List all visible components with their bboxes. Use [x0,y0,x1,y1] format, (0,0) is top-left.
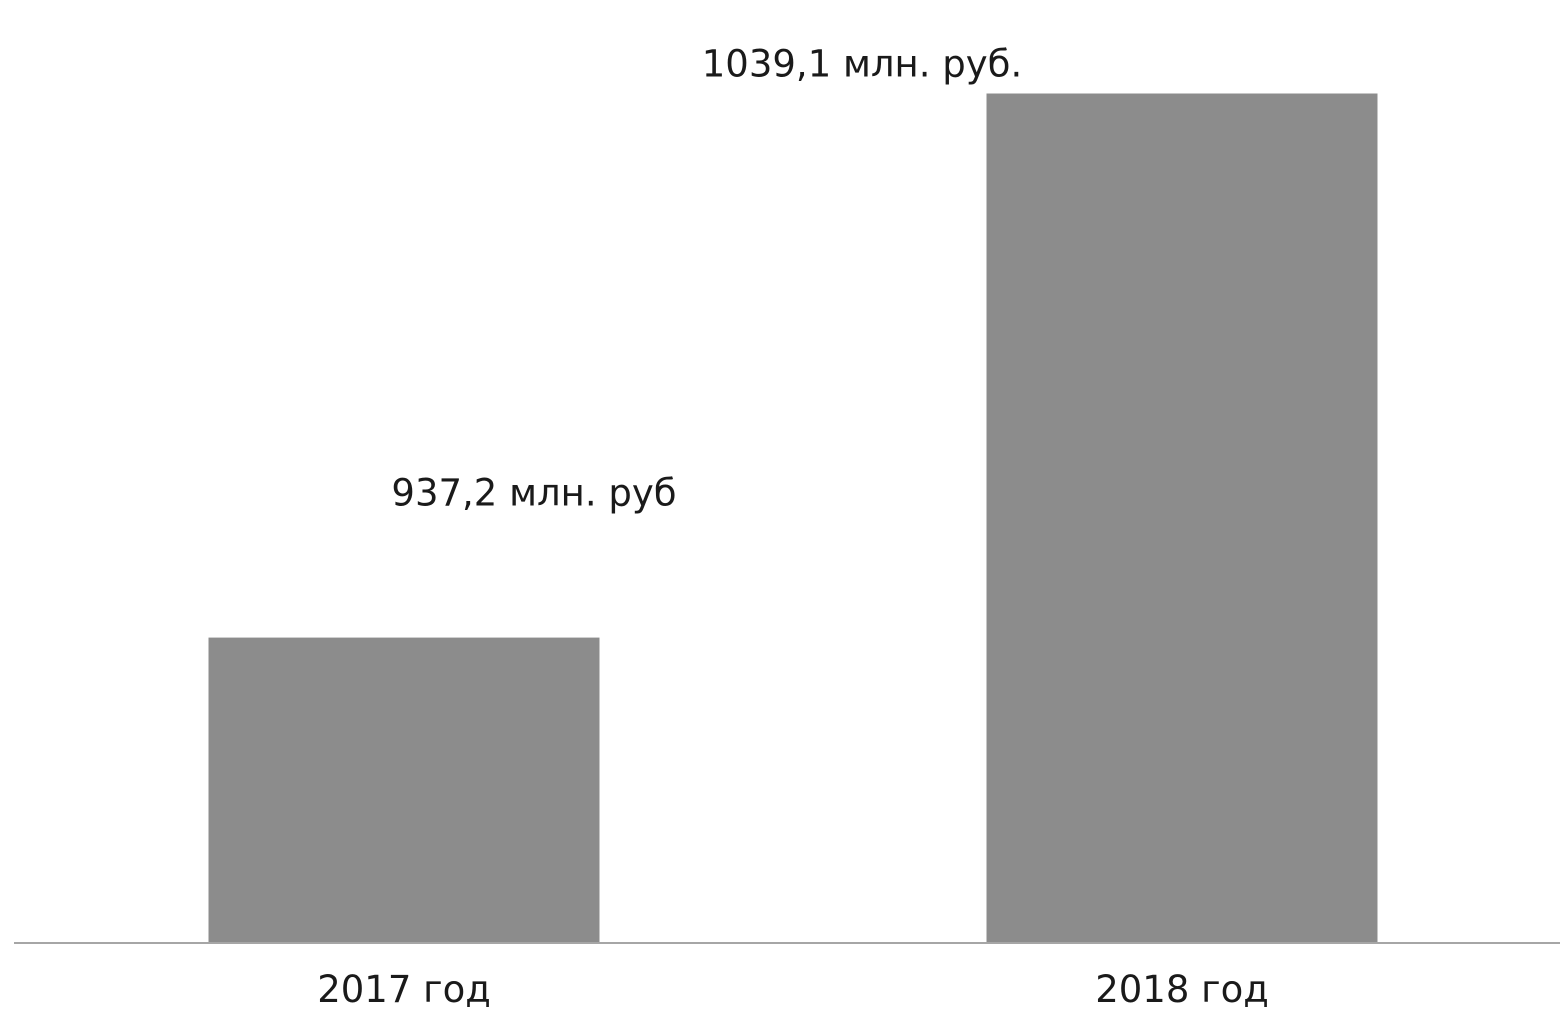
labels-layer: 937,2 млн. руб 1039,1 млн. руб. [391,43,1022,515]
data-label-2: 1039,1 млн. руб. [702,43,1022,86]
x-tick-label-1: 2017 год [317,968,491,1011]
x-tick-label-2: 2018 год [1095,968,1269,1011]
bar-2 [986,93,1378,943]
bar-1 [208,637,600,943]
bars-layer [208,93,1378,943]
data-label-1: 937,2 млн. руб [391,472,676,515]
ticks-layer: 2017 год 2018 год [317,968,1269,1011]
